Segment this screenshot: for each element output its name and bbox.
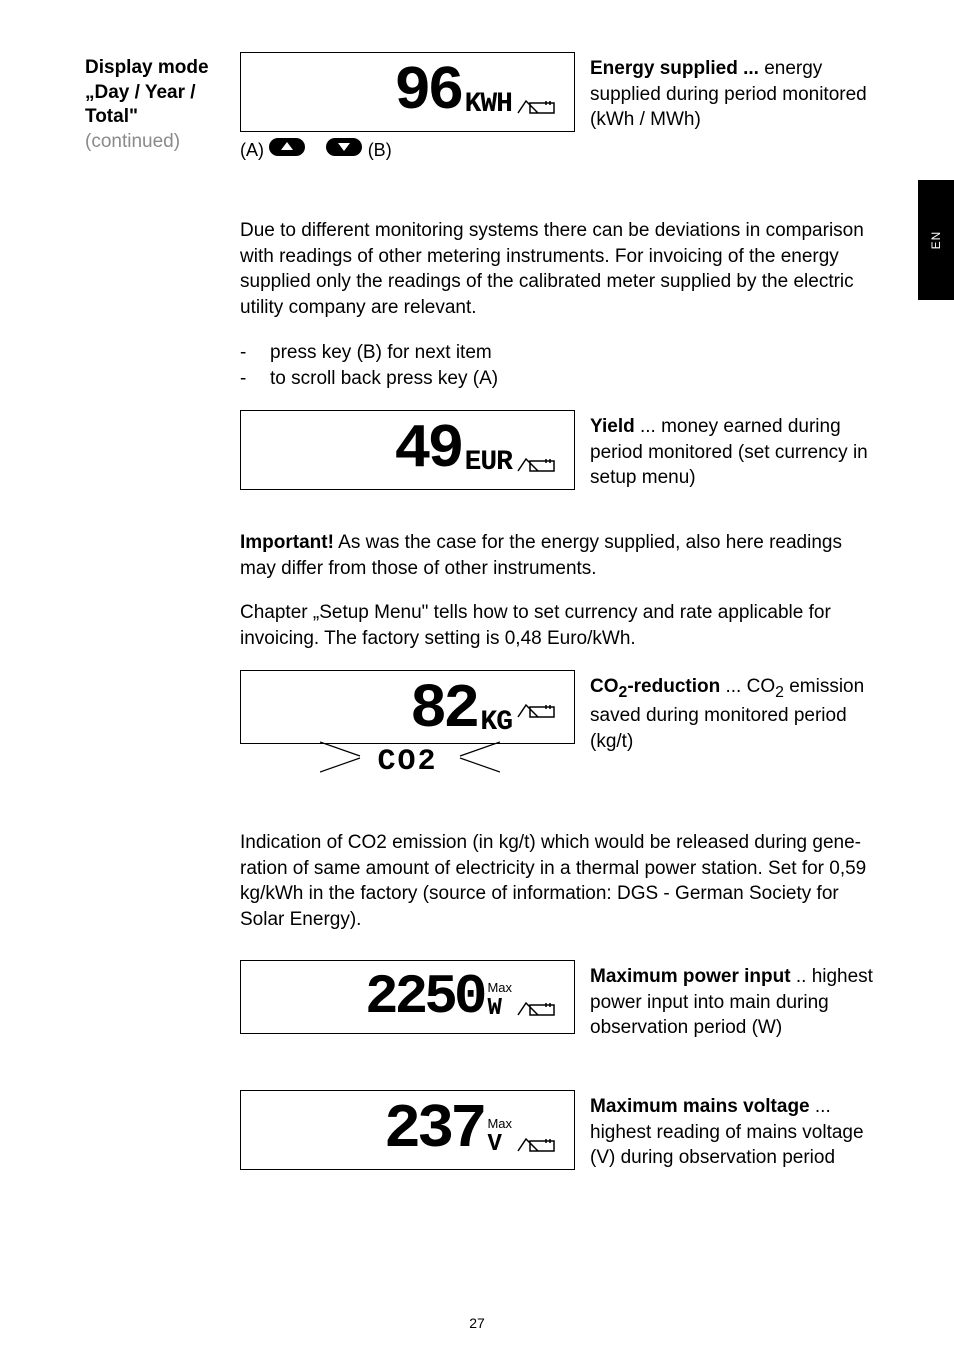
- bullet-list: press key (B) for next item to scroll ba…: [240, 340, 880, 391]
- desc-energy-label: Energy supplied ...: [590, 58, 759, 79]
- para-chapter: Chapter „Setup Menu" tells how to set cu…: [240, 600, 880, 665]
- lcd-value: 82: [410, 679, 476, 741]
- up-button[interactable]: [269, 138, 305, 156]
- lcd-unit: V: [487, 1133, 500, 1161]
- co2-label-b: -reduction: [627, 676, 720, 697]
- language-label: EN: [928, 231, 944, 250]
- label-b: (B): [368, 140, 392, 160]
- desc-maxvolt: Maximum mains voltage ... highest readin…: [590, 1094, 880, 1171]
- bullet-2: to scroll back press key (A): [240, 366, 880, 392]
- nav-buttons-row: (A) (B): [240, 138, 880, 164]
- important-label: Important!: [240, 532, 334, 553]
- co2-text-a: ... CO: [720, 676, 775, 697]
- desc-maxvolt-label: Maximum mains voltage: [590, 1096, 810, 1117]
- plug-icon: [516, 451, 560, 475]
- lcd-value: 2250: [365, 969, 483, 1025]
- sidebar-continued: (continued): [85, 131, 180, 152]
- co2-label-a: CO: [590, 676, 619, 697]
- lcd-unit: KWH: [465, 91, 512, 123]
- plug-icon: [516, 697, 560, 721]
- page-number: 27: [0, 1314, 954, 1333]
- lcd-display-yield: 49 EUR: [240, 410, 575, 490]
- lcd-unit: EUR: [465, 449, 512, 481]
- down-button[interactable]: [326, 138, 362, 156]
- bullet-1: press key (B) for next item: [240, 340, 880, 366]
- para-deviation: Due to different monitoring systems ther…: [240, 218, 880, 335]
- lcd-display-maxpower: 2250 Max W: [240, 960, 575, 1034]
- para-chapter-text: Chapter „Setup Menu" tells how to set cu…: [240, 600, 880, 651]
- lcd-value: 237: [384, 1099, 484, 1161]
- language-tab: EN: [918, 180, 954, 300]
- para-co2-expl: Indication of CO2 emission (in kg/t) whi…: [240, 830, 880, 947]
- sidebar-line1: Display mode: [85, 57, 209, 78]
- desc-yield: Yield ... money earned during period mon…: [590, 414, 880, 491]
- lcd-sublabel-row: CO2: [240, 742, 575, 783]
- para-important: Important! As was the case for the energ…: [240, 530, 880, 595]
- sidebar-heading: Display mode „Day / Year / Total" (conti…: [85, 56, 235, 155]
- sidebar-line2: „Day / Year / Total": [85, 82, 196, 128]
- co2-sub: 2: [619, 684, 628, 701]
- label-a: (A): [240, 140, 264, 160]
- plug-icon: [516, 995, 560, 1019]
- plug-icon: [516, 1131, 560, 1155]
- lcd-unit: W: [487, 997, 500, 1025]
- co2-sub2: 2: [775, 684, 784, 701]
- plug-icon: [516, 93, 560, 117]
- desc-maxpower: Maximum power input .. highest power inp…: [590, 964, 880, 1041]
- para-deviation-text: Due to different monitoring systems ther…: [240, 218, 880, 321]
- desc-energy: Energy supplied ... energy supplied duri…: [590, 56, 880, 133]
- para-co2-text: Indication of CO2 emission (in kg/t) whi…: [240, 830, 880, 933]
- lcd-display-maxvolt: 237 Max V: [240, 1090, 575, 1170]
- lcd-display-energy: 96 KWH: [240, 52, 575, 132]
- desc-co2: CO2-reduction ... CO2 emissi­on saved du…: [590, 674, 880, 754]
- lcd-value: 49: [394, 419, 460, 481]
- desc-yield-label: Yield: [590, 416, 635, 437]
- lcd-display-co2: 82 KG: [240, 670, 575, 744]
- desc-maxpower-label: Maximum power input: [590, 966, 791, 987]
- callout-lines-icon: [320, 734, 500, 778]
- lcd-value: 96: [394, 61, 460, 123]
